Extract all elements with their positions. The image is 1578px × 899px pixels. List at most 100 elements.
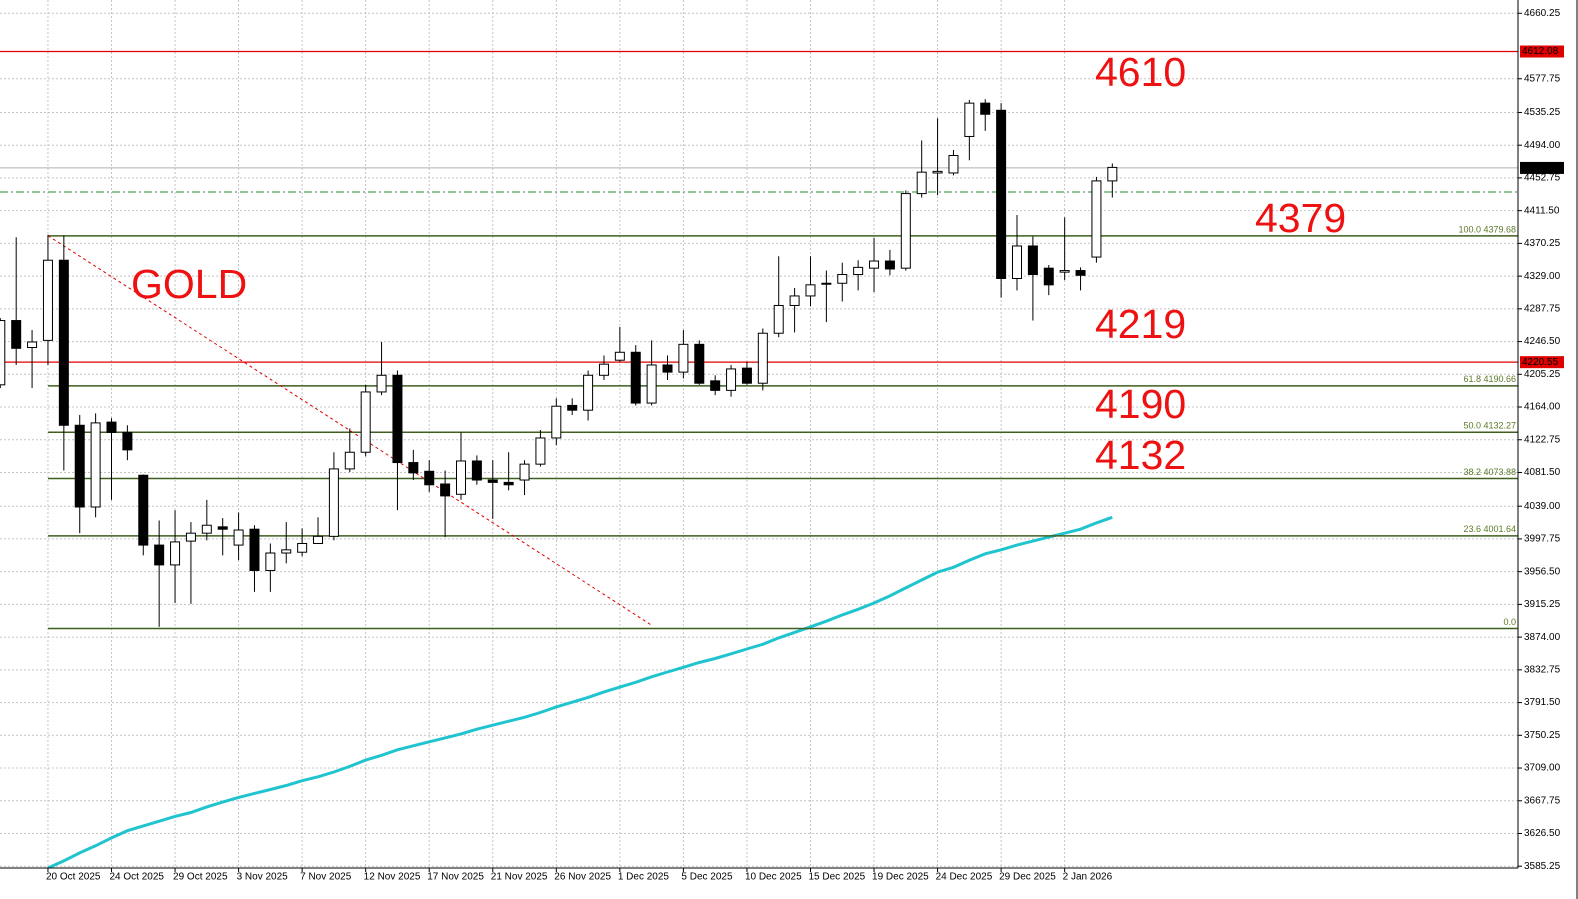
candle-body [170,541,181,566]
annotation: GOLD [131,261,247,307]
y-tick-label: 3956.50 [1524,566,1561,577]
x-tick-label: 3 Nov 2025 [237,872,289,883]
candle-body [932,170,943,174]
x-tick-label: 5 Dec 2025 [681,872,733,883]
candle-body [884,260,895,270]
candle-body [281,549,292,554]
candle-body [1027,245,1038,276]
candle-body [1059,270,1070,273]
candle-body [0,320,6,386]
candle-body [424,470,435,486]
candle-body [646,364,657,404]
annotation: 4190 [1095,381,1186,427]
candle-body [471,460,482,481]
y-tick-label: 4287.75 [1524,303,1561,314]
y-tick-label: 4039.00 [1524,501,1561,512]
y-tick-label: 3997.75 [1524,534,1561,545]
candle-body [1107,166,1118,182]
y-tick-label: 4452.75 [1524,173,1561,184]
x-tick-label: 17 Nov 2025 [427,872,484,883]
y-tick-label: 3667.75 [1524,795,1561,806]
last-price-tag-bg [1520,161,1564,174]
candle-body [630,351,641,404]
y-tick-label: 4122.75 [1524,434,1561,445]
candle-body [265,552,276,571]
candle-body [916,171,927,195]
candle-body [773,304,784,334]
x-tick-label: 7 Nov 2025 [300,872,352,883]
price-tag: 4612.08 [1522,46,1559,57]
fibo-label: 0.0 [1503,617,1516,627]
x-tick-label: 19 Dec 2025 [872,872,929,883]
annotation: 4219 [1095,301,1186,347]
candle-body [376,374,387,393]
candle-body [821,282,832,285]
y-tick-label: 4370.25 [1524,238,1561,249]
y-tick-label: 4660.25 [1524,8,1561,19]
candle-body [360,391,371,453]
fibo-label: 61.8 4190.66 [1463,374,1516,384]
candle-body [27,341,38,349]
candle-body [217,526,228,530]
y-tick-label: 3791.50 [1524,697,1561,708]
candle-body [805,284,816,297]
candle-body [74,424,85,508]
candle-body [678,343,689,373]
x-tick-label: 1 Dec 2025 [618,872,670,883]
last-price-tag: 4465.34 [1522,163,1559,174]
candle-body [90,422,101,508]
candle-body [185,532,196,542]
candle-body [328,468,339,537]
candle-body [757,332,768,384]
y-tick-label: 4577.75 [1524,73,1561,84]
x-tick-label: 10 Dec 2025 [745,872,802,883]
fibo-label: 50.0 4132.27 [1463,421,1516,431]
candle-body [408,462,419,474]
candle-body [503,481,514,486]
candle-body [869,260,880,269]
candle-body [1091,180,1102,258]
y-tick-label: 3874.00 [1524,632,1561,643]
y-tick-label: 4494.00 [1524,140,1561,151]
y-tick-label: 4535.25 [1524,107,1561,118]
candle-body [440,483,451,497]
candle-body [567,404,578,411]
candle-body [344,451,355,470]
candle-body [154,544,165,566]
x-tick-label: 21 Nov 2025 [491,872,548,883]
x-tick-label: 12 Nov 2025 [364,872,421,883]
candle-body [233,529,244,546]
x-tick-label: 29 Dec 2025 [999,872,1056,883]
candle-body [313,535,324,544]
y-tick-label: 3709.00 [1524,763,1561,774]
candle-body [106,421,117,433]
candle-body [726,368,737,391]
candle-body [948,155,959,174]
candle-body [996,109,1007,279]
candle-body [598,363,609,376]
y-tick-label: 4329.00 [1524,271,1561,282]
fibo-label: 100.0 4379.68 [1458,224,1516,234]
candle-body [297,542,308,553]
candle-body [58,259,69,426]
candle-body [519,463,530,481]
candle-body [535,437,546,465]
candle-body [710,380,721,391]
candle-body [487,479,498,483]
candle-body [900,193,911,269]
annotation: 4132 [1095,432,1186,478]
candle-body [853,266,864,276]
y-tick-label: 4411.50 [1524,205,1560,216]
candle-body [1012,245,1023,279]
y-tick-label: 4205.25 [1524,369,1561,380]
fibo-label: 23.6 4001.64 [1463,524,1516,534]
candle-body [662,364,673,373]
candle-body [789,295,800,306]
candle-body [741,367,752,384]
candle-body [138,474,149,546]
x-tick-label: 24 Oct 2025 [110,872,165,883]
candle-body [980,102,991,115]
x-tick-label: 2 Jan 2026 [1063,872,1113,883]
candle-body [964,102,975,137]
